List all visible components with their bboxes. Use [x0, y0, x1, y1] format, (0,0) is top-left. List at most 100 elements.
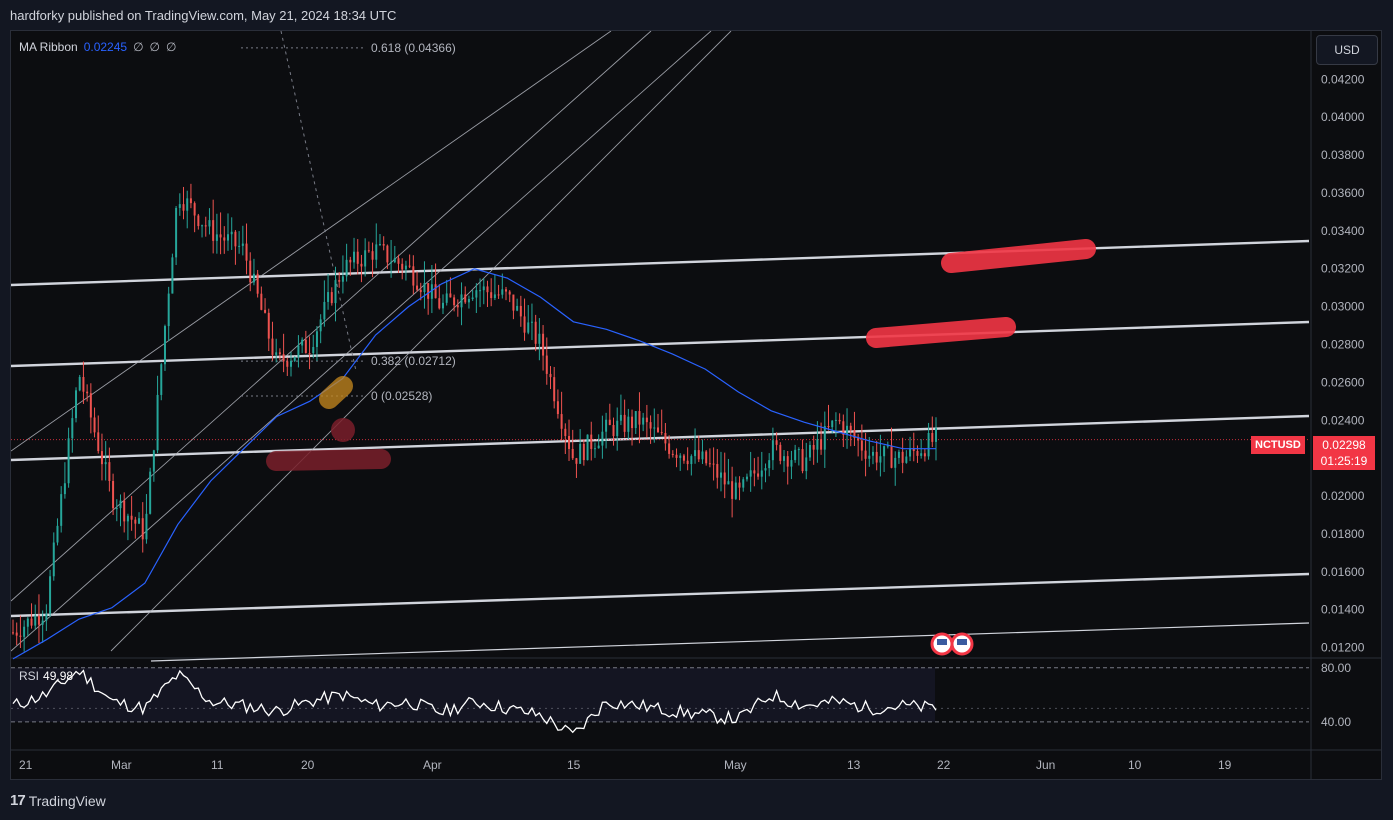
currency-selector-button[interactable]: USD — [1316, 35, 1378, 65]
candle-body — [434, 284, 437, 299]
candle-body — [63, 483, 66, 495]
candle-body — [493, 294, 496, 299]
candle-body — [864, 450, 867, 459]
time-tick-label: 10 — [1128, 758, 1142, 772]
rsi-tick-label: 40.00 — [1321, 715, 1351, 729]
candle-body — [575, 458, 578, 464]
time-tick-label: 15 — [567, 758, 581, 772]
candle-body — [912, 448, 915, 451]
candle-body — [519, 305, 522, 317]
candle-body — [816, 439, 819, 450]
candle-body — [327, 292, 330, 302]
candle-body — [334, 280, 337, 304]
candle-body — [482, 286, 485, 291]
candle-body — [245, 243, 248, 261]
candle-body — [126, 515, 129, 522]
candle-body — [175, 207, 178, 258]
candle-body — [67, 438, 70, 484]
candle-body — [145, 513, 148, 540]
candle-body — [530, 321, 533, 323]
ma-ribbon-legend[interactable]: MA Ribbon 0.02245 ∅ ∅ ∅ — [19, 40, 176, 54]
candle-body — [853, 430, 856, 439]
candle-body — [753, 470, 756, 474]
rsi-band — [11, 667, 935, 722]
candle-body — [909, 448, 912, 457]
candle-body — [764, 468, 767, 471]
candle-body — [645, 417, 648, 423]
candle-body — [582, 443, 585, 461]
candle-body — [771, 440, 774, 461]
candle-body — [167, 293, 170, 327]
chart-canvas[interactable]: 0.04200 0.04000 0.03800 0.03600 0.03400 0.032… — [11, 31, 1381, 779]
candle-body — [15, 632, 18, 636]
candle-body — [401, 263, 404, 270]
candle-body — [108, 462, 111, 481]
candle-body — [886, 445, 889, 447]
candle-body — [397, 258, 400, 264]
candle-body — [26, 618, 29, 627]
candle-body — [416, 285, 419, 290]
candle-body — [45, 613, 48, 621]
candle-body — [97, 432, 100, 452]
candle-body — [668, 443, 671, 454]
candle-body — [834, 419, 837, 421]
candle-body — [197, 215, 200, 227]
candle-body — [660, 432, 663, 434]
candle-body — [249, 260, 252, 283]
candle-body — [23, 626, 26, 637]
candle-body — [716, 463, 719, 478]
candle-body — [226, 234, 229, 241]
tradingview-logo[interactable]: 17 TradingView — [10, 792, 106, 809]
rsi-legend[interactable]: RSI 49.98 — [19, 669, 73, 683]
candle-body — [783, 456, 786, 461]
time-tick-label: 19 — [1218, 758, 1232, 772]
chart-frame[interactable]: 0.04200 0.04000 0.03800 0.03600 0.03400 0.032… — [10, 30, 1382, 780]
candle-body — [315, 331, 318, 347]
us-event-icon-flag — [937, 639, 947, 645]
candle-body — [41, 620, 44, 625]
candle-body — [234, 231, 237, 247]
fib-trend-line — [280, 31, 357, 372]
candle-body — [308, 352, 311, 354]
candle-body — [571, 448, 574, 459]
candle-body — [260, 293, 263, 310]
price-tick-label: 0.04200 — [1321, 72, 1365, 86]
candle-body — [616, 420, 619, 437]
us-event-icon-flag — [957, 639, 967, 645]
candle-body — [897, 451, 900, 458]
candle-body — [745, 476, 748, 480]
candle-body — [123, 500, 126, 522]
candle-body — [505, 289, 508, 292]
candle-body — [734, 482, 737, 499]
candle-body — [423, 283, 426, 293]
candle-body — [883, 446, 886, 457]
candle-body — [842, 421, 845, 435]
candle-body — [727, 481, 730, 485]
candle-body — [849, 425, 852, 431]
candle-body — [712, 463, 715, 465]
trend-line-support — [11, 414, 1310, 462]
highlight-fib-orange — [319, 376, 353, 409]
candle-body — [12, 632, 14, 634]
candle-body — [808, 445, 811, 458]
candle-body — [794, 449, 797, 461]
candle-body — [805, 457, 808, 472]
price-tick-label: 0.01800 — [1321, 527, 1365, 541]
candle-body — [797, 449, 800, 451]
candle-body — [894, 457, 897, 468]
candle-body — [619, 414, 622, 421]
candle-body — [201, 225, 204, 227]
candle-body — [827, 426, 830, 428]
candle-body — [720, 472, 723, 478]
fib-level-label: 0 (0.02528) — [371, 389, 432, 403]
candle-body — [568, 436, 571, 449]
ma-ribbon-line — [12, 268, 936, 660]
candle-body — [430, 284, 433, 299]
candle-body — [538, 333, 541, 344]
candle-body — [623, 414, 626, 432]
candle-body — [138, 518, 141, 524]
candle-body — [846, 425, 849, 435]
candle-body — [408, 265, 411, 267]
symbol-tag: NCTUSD — [1251, 436, 1305, 454]
candle-body — [152, 450, 155, 472]
